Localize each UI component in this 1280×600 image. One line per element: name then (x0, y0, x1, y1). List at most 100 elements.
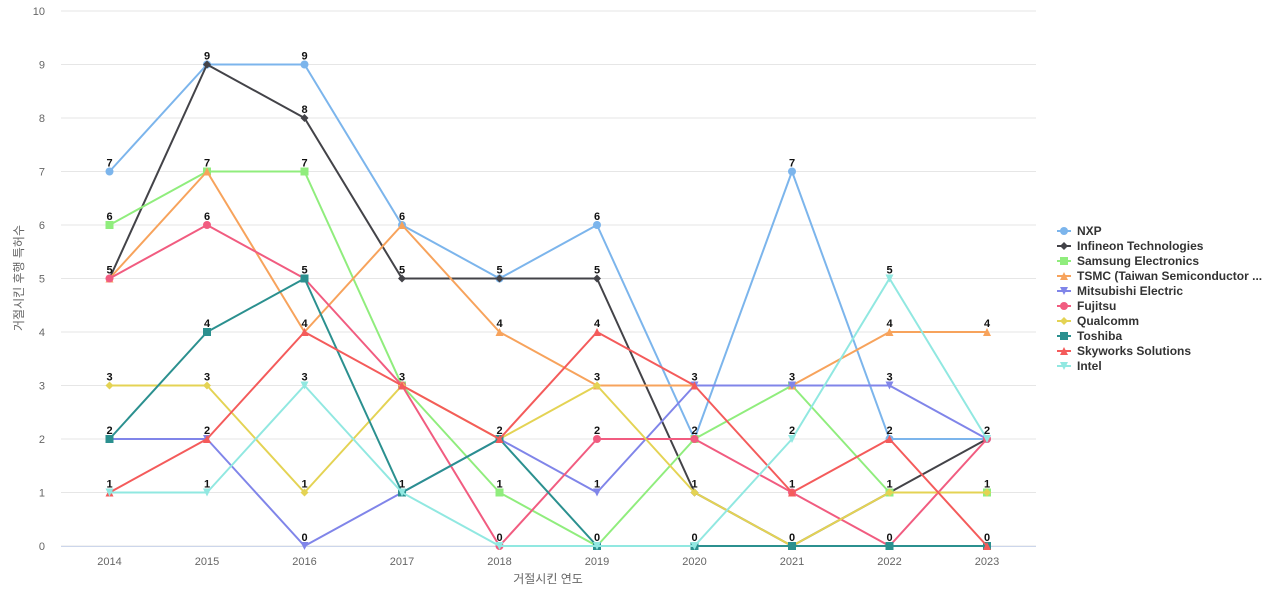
data-point (300, 328, 309, 336)
legend-item[interactable]: Mitsubishi Electric (1057, 284, 1183, 298)
data-label: 3 (204, 372, 210, 384)
data-label: 5 (594, 265, 600, 277)
data-point (495, 328, 504, 336)
data-point (300, 542, 309, 550)
data-label: 5 (106, 265, 112, 277)
data-label: 0 (984, 532, 990, 544)
data-point (593, 488, 601, 497)
x-tick-label: 2020 (682, 556, 706, 568)
data-label: 5 (301, 265, 307, 277)
data-point (788, 542, 796, 550)
legend-marker (1060, 227, 1068, 235)
data-label: 7 (789, 158, 795, 170)
y-tick-label: 8 (39, 113, 45, 125)
data-label: 1 (886, 479, 892, 491)
data-point (300, 114, 309, 122)
data-label: 6 (399, 211, 405, 223)
legend-item[interactable]: Samsung Electronics (1057, 254, 1199, 268)
data-point (885, 328, 894, 336)
data-point (495, 488, 504, 497)
y-tick-label: 3 (39, 381, 45, 393)
data-label: 4 (886, 318, 893, 330)
data-label: 7 (301, 158, 307, 170)
data-label-layer: 7 6 5 3 2 1 9 7 6 4 3 2 1 9 8 7 5 4 3 1 0 6 5 3 1 5 4 2 1 0 6 5 4 3 2 1 0 3 2 1… (106, 51, 991, 545)
y-tick-label: 5 (39, 274, 45, 286)
data-point (105, 167, 114, 176)
legend-item[interactable]: Skyworks Solutions (1057, 344, 1191, 358)
data-label: 5 (886, 265, 892, 277)
data-label: 4 (984, 318, 991, 330)
data-point (983, 435, 991, 443)
legend-marker (1060, 347, 1068, 355)
legend-item[interactable]: Infineon Technologies (1057, 239, 1204, 253)
data-label: 5 (399, 265, 405, 277)
legend-label: Infineon Technologies (1077, 239, 1204, 253)
legend-marker (1060, 242, 1068, 250)
legend-label: Qualcomm (1077, 314, 1139, 328)
legend-label: NXP (1077, 224, 1102, 238)
legend-item[interactable]: NXP (1057, 224, 1102, 238)
data-label: 0 (301, 532, 307, 544)
series-line (108, 331, 988, 547)
legend-label: Samsung Electronics (1077, 254, 1199, 268)
data-label: 1 (691, 479, 697, 491)
data-label: 3 (594, 372, 600, 384)
x-tick-label: 2022 (877, 556, 901, 568)
data-point (495, 542, 504, 550)
series-2 (105, 60, 991, 550)
x-tick-label: 2015 (195, 556, 219, 568)
data-point (203, 167, 211, 176)
series-line (108, 277, 988, 547)
data-point (398, 274, 406, 283)
data-label: 4 (496, 318, 503, 330)
data-point (203, 221, 211, 229)
x-tick-label: 2021 (780, 556, 804, 568)
data-label: 3 (691, 372, 697, 384)
x-tick-label: 2023 (975, 556, 999, 568)
legend-marker (1060, 257, 1068, 265)
y-axis-title: 거절시킨 후행 특허수 (11, 225, 26, 331)
data-point (105, 435, 114, 443)
data-point (788, 381, 796, 390)
data-point (690, 435, 699, 443)
series-line (108, 63, 988, 547)
y-tick-label: 7 (39, 167, 45, 179)
y-tick-label: 9 (39, 60, 45, 72)
data-point (398, 221, 406, 229)
data-label: 6 (594, 211, 600, 223)
data-point (593, 542, 601, 550)
legend-item[interactable]: Toshiba (1057, 329, 1122, 343)
legend-marker (1060, 287, 1068, 295)
data-point (690, 488, 699, 497)
data-label: 8 (301, 104, 307, 116)
data-label: 6 (106, 211, 112, 223)
data-point (983, 488, 991, 497)
data-point (788, 435, 796, 443)
legend-item[interactable]: Qualcomm (1057, 314, 1139, 328)
legend-marker (1060, 272, 1068, 280)
data-point (398, 488, 406, 497)
data-label: 3 (886, 372, 892, 384)
data-label: 1 (984, 479, 990, 491)
y-tick-label: 4 (39, 327, 45, 339)
legend-label: TSMC (Taiwan Semiconductor ... (1077, 269, 1262, 283)
data-label: 1 (204, 479, 210, 491)
y-tick-label: 0 (39, 541, 45, 553)
y-tick-label: 10 (33, 6, 45, 18)
legend-item[interactable]: Intel (1057, 359, 1102, 373)
data-point (300, 381, 309, 390)
legend-item[interactable]: TSMC (Taiwan Semiconductor ... (1057, 269, 1262, 283)
series-line (108, 277, 988, 547)
y-tick-label: 2 (39, 434, 45, 446)
legend-marker (1060, 302, 1068, 310)
series-9 (105, 328, 991, 550)
legend-label: Fujitsu (1077, 299, 1116, 313)
legend-item[interactable]: Fujitsu (1057, 299, 1116, 313)
data-label: 1 (301, 479, 307, 491)
data-point (885, 435, 894, 443)
x-axis-title: 거절시킨 연도 (513, 572, 583, 586)
data-label: 2 (984, 425, 990, 437)
series-5 (105, 381, 991, 550)
